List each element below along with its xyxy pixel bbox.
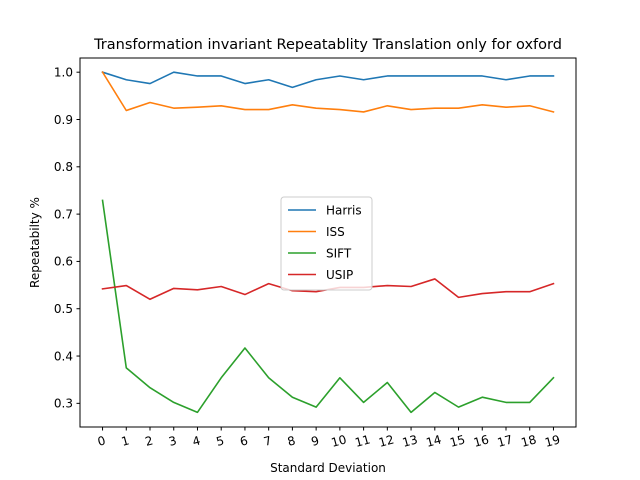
legend-label-sift: SIFT [326,246,352,260]
x-tick-label: 0 [96,433,107,449]
chart-title: Transformation invariant Repeatablity Tr… [93,37,562,53]
x-tick-label: 14 [425,432,443,449]
series-line-sift [101,199,555,414]
legend-box [280,196,373,291]
x-axis-label: Standard Deviation [270,461,386,475]
x-tick-label: 1 [120,433,131,449]
x-tick-label: 6 [238,433,249,449]
x-tick-label: 19 [543,432,561,449]
y-tick-label: 0.5 [54,302,73,316]
legend-label-harris: Harris [326,203,362,217]
x-axis: 0 1 2 3 4 5 6 7 8 9 10 11 12 13 14 15 16 17 18 19 [96,427,562,450]
x-tick-label: 3 [167,433,178,449]
y-tick-label: 0.3 [54,397,73,411]
x-tick-label: 16 [472,432,490,449]
y-tick-label: 0.7 [54,207,73,221]
y-tick-label: 0.4 [54,349,73,363]
x-tick-label: 5 [215,433,226,449]
x-tick-label: 9 [310,433,321,449]
series-line-iss [101,71,555,113]
x-tick-label: 15 [448,432,466,449]
plot-frame [79,57,577,428]
x-tick-label: 11 [353,432,371,449]
x-tick-label: 7 [262,433,273,449]
x-tick-label: 13 [401,432,419,449]
x-tick-label: 2 [143,433,154,449]
x-tick-label: 10 [330,432,348,449]
legend-label-usip: USIP [326,268,353,282]
y-axis: 0.3 0.4 0.5 0.6 0.7 0.8 0.9 1.0 [54,65,80,411]
y-axis-label: Repeatabilty % [28,197,42,288]
series-group [101,71,555,414]
y-tick-label: 1.0 [54,65,73,79]
y-tick-label: 0.9 [54,113,73,127]
x-tick-label: 8 [286,433,297,449]
legend-label-iss: ISS [326,225,345,239]
x-tick-label: 18 [519,432,537,449]
x-tick-label: 17 [496,432,514,449]
y-tick-label: 0.6 [54,255,73,269]
series-line-harris [101,71,555,89]
legend: Harris ISS SIFT USIP [280,196,373,291]
x-tick-label: 12 [377,432,395,449]
x-tick-label: 4 [191,433,202,449]
y-tick-label: 0.8 [54,160,73,174]
